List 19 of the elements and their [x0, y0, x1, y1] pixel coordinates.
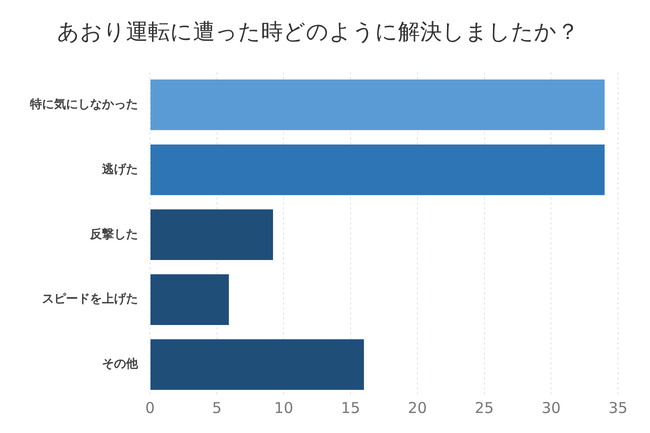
bar — [150, 144, 605, 196]
x-tick-label: 5 — [212, 398, 222, 417]
x-tick-label: 15 — [341, 398, 360, 417]
chart-title: あおり運転に遭った時どのように解決しましたか？ — [57, 20, 579, 45]
y-tick-label: スピードを上げた — [42, 292, 138, 306]
y-tick-label: 特に気にしなかった — [29, 96, 138, 111]
x-tick-label: 0 — [145, 398, 155, 417]
bar — [150, 339, 364, 390]
y-tick-label: 逃げた — [101, 162, 138, 176]
y-tick-label: その他 — [102, 356, 139, 371]
x-tick-label: 25 — [474, 398, 494, 417]
y-tick-label: 反撃した — [89, 226, 138, 241]
x-tick-label: 20 — [408, 398, 427, 417]
x-tick-label: 10 — [274, 398, 294, 417]
bar — [150, 274, 229, 325]
x-tick-label: 30 — [542, 398, 561, 417]
bar — [150, 80, 605, 130]
x-tick-label: 35 — [608, 398, 628, 417]
bar — [150, 209, 274, 260]
